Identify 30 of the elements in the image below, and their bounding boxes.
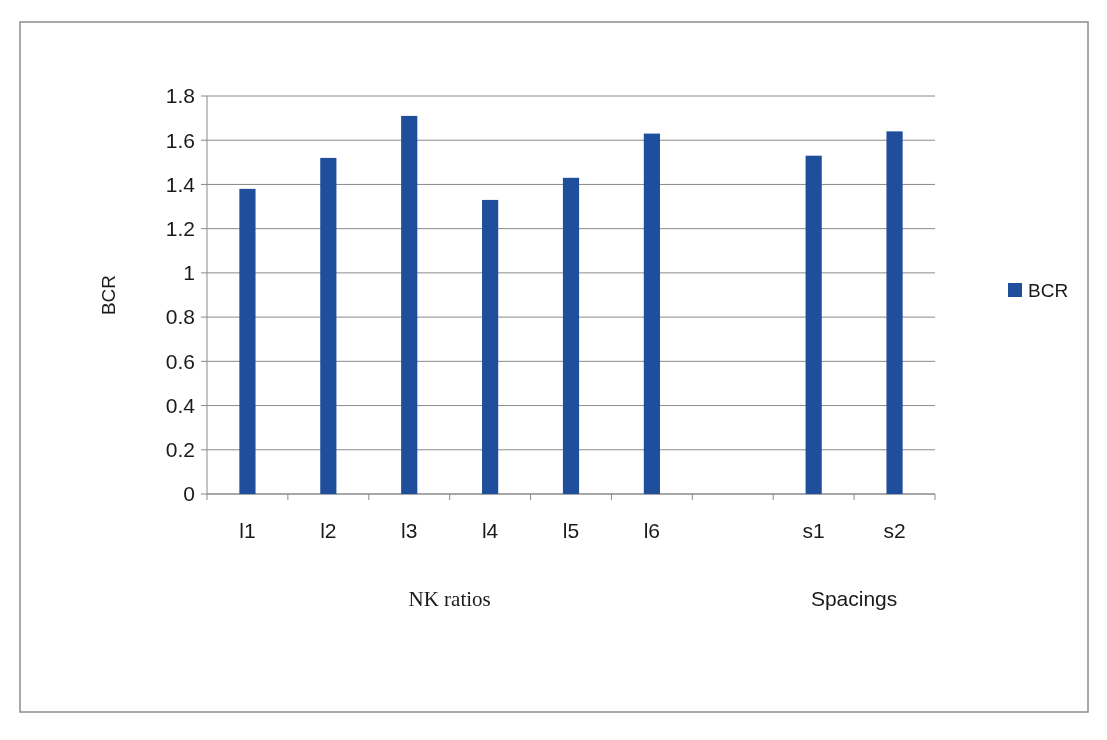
text: NK ratios	[408, 587, 491, 611]
x-tick-label: s2	[883, 519, 906, 542]
y-axis-title: BCR	[98, 274, 119, 316]
text: Spacings	[810, 587, 898, 610]
bar	[482, 199, 499, 494]
bar	[562, 177, 580, 494]
y-tick-label: 1.6	[165, 128, 195, 152]
bar	[643, 133, 660, 494]
x-tick-label: l2	[320, 519, 337, 542]
bar	[320, 157, 337, 494]
x-tick-label: l6	[643, 519, 661, 542]
legend-label: BCR	[1028, 279, 1069, 301]
x-tick-label: l3	[401, 519, 418, 542]
x-tick-label: s1	[802, 519, 825, 542]
y-tick-label: 0.8	[165, 305, 195, 329]
bar	[886, 131, 903, 494]
y-tick-label: 1	[183, 261, 195, 285]
bar	[239, 188, 256, 494]
bar	[805, 155, 822, 494]
x-tick-label: l5	[562, 519, 580, 542]
x-tick-label: l1	[239, 519, 256, 542]
bar	[401, 115, 418, 494]
y-tick-label: 0.6	[165, 349, 195, 373]
y-tick-label: 0.2	[165, 438, 195, 462]
y-tick-label: 1.4	[165, 172, 196, 196]
y-tick-label: 0.4	[165, 393, 196, 417]
y-tick-label: 1.2	[165, 217, 195, 241]
x-tick-label: l4	[481, 519, 499, 542]
y-tick-label: 1.8	[165, 84, 195, 108]
y-tick-label: 0	[183, 482, 195, 506]
